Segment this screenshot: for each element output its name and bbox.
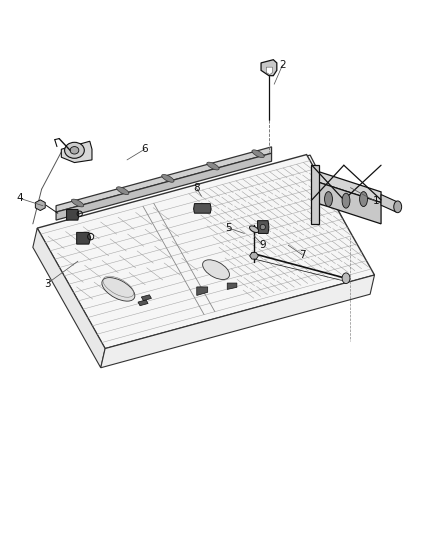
Polygon shape bbox=[141, 295, 152, 301]
Text: 5: 5 bbox=[225, 223, 232, 233]
Text: 8: 8 bbox=[193, 183, 200, 192]
Polygon shape bbox=[194, 204, 211, 213]
Text: 1: 1 bbox=[372, 197, 379, 206]
Polygon shape bbox=[35, 200, 45, 211]
Polygon shape bbox=[33, 228, 105, 368]
Polygon shape bbox=[261, 60, 277, 76]
Ellipse shape bbox=[70, 147, 79, 154]
Polygon shape bbox=[197, 287, 208, 295]
Ellipse shape bbox=[162, 174, 174, 182]
Ellipse shape bbox=[203, 260, 230, 279]
Polygon shape bbox=[61, 141, 92, 163]
Ellipse shape bbox=[342, 193, 350, 208]
Ellipse shape bbox=[207, 162, 219, 170]
Text: 2: 2 bbox=[279, 60, 286, 70]
Polygon shape bbox=[67, 209, 79, 220]
Ellipse shape bbox=[260, 224, 265, 230]
Polygon shape bbox=[381, 195, 396, 212]
Polygon shape bbox=[266, 67, 272, 75]
Text: 9: 9 bbox=[259, 240, 266, 250]
Ellipse shape bbox=[252, 150, 264, 158]
Polygon shape bbox=[227, 283, 237, 289]
Ellipse shape bbox=[342, 273, 350, 284]
Ellipse shape bbox=[394, 201, 402, 213]
Ellipse shape bbox=[64, 142, 84, 158]
Ellipse shape bbox=[71, 199, 84, 207]
Text: 6: 6 bbox=[141, 144, 148, 154]
Polygon shape bbox=[315, 171, 381, 203]
Polygon shape bbox=[56, 147, 272, 212]
Polygon shape bbox=[101, 275, 374, 368]
Polygon shape bbox=[37, 155, 374, 349]
Text: 4: 4 bbox=[16, 193, 23, 203]
Polygon shape bbox=[311, 165, 319, 224]
Polygon shape bbox=[38, 155, 372, 352]
Ellipse shape bbox=[117, 187, 129, 195]
Ellipse shape bbox=[325, 191, 332, 206]
Polygon shape bbox=[258, 221, 269, 233]
Polygon shape bbox=[138, 300, 148, 306]
Ellipse shape bbox=[102, 278, 135, 301]
Polygon shape bbox=[56, 154, 272, 220]
Text: 7: 7 bbox=[299, 250, 306, 260]
Text: 3: 3 bbox=[44, 279, 51, 288]
Polygon shape bbox=[315, 181, 381, 224]
Polygon shape bbox=[77, 232, 91, 244]
Ellipse shape bbox=[250, 226, 258, 232]
Polygon shape bbox=[250, 253, 258, 259]
Ellipse shape bbox=[360, 191, 367, 206]
